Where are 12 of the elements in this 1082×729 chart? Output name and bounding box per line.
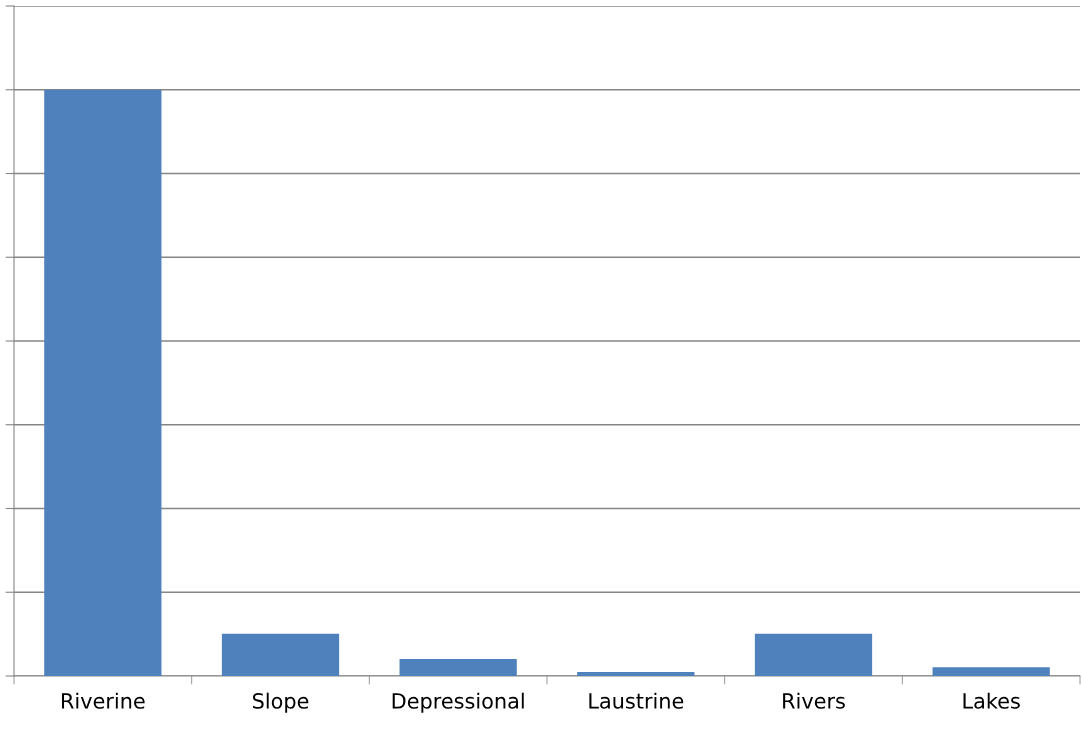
bar xyxy=(577,671,695,676)
x-tick-label: Laustrine xyxy=(589,692,684,709)
x-tick-label: Rivers xyxy=(783,692,845,709)
bar xyxy=(932,667,1050,676)
bar xyxy=(399,659,517,676)
bar xyxy=(221,633,340,676)
bar xyxy=(44,89,162,676)
x-tick-label: Riverine xyxy=(61,692,145,709)
x-tick-label: Depressional xyxy=(392,692,524,713)
bar xyxy=(754,633,873,676)
x-tick-label: Lakes xyxy=(963,692,1020,709)
x-tick-label: Slope xyxy=(252,692,309,713)
